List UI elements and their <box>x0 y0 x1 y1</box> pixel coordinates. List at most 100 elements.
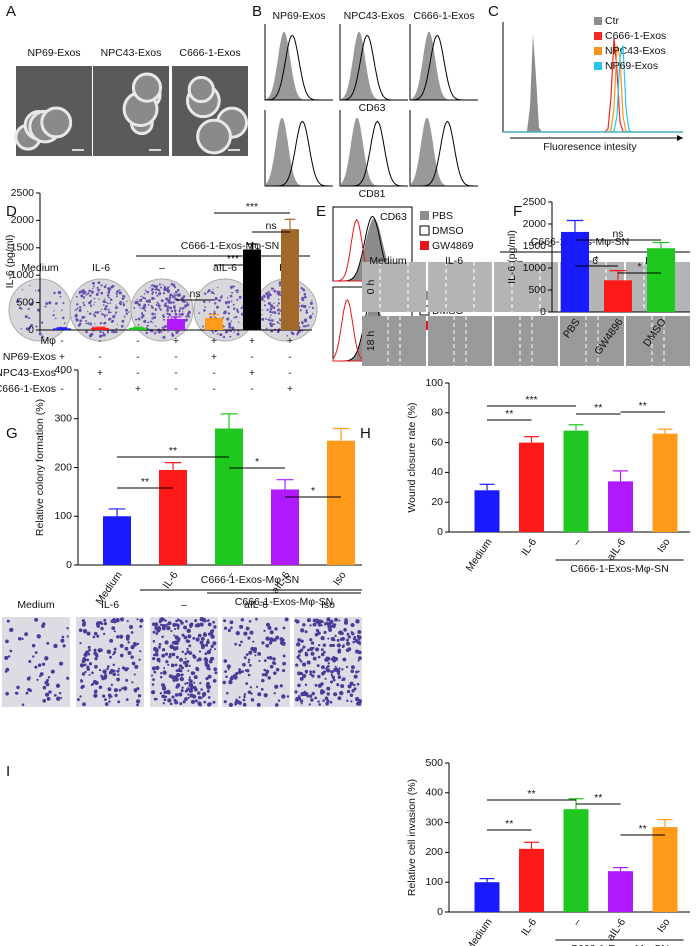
invaded-cell <box>235 698 238 701</box>
colony <box>278 309 281 312</box>
label: Mφ <box>40 335 56 347</box>
label: - <box>98 335 102 347</box>
colony <box>151 296 155 300</box>
colony <box>203 292 207 295</box>
bar <box>519 848 544 912</box>
colony <box>204 306 206 308</box>
label: ** <box>594 402 602 414</box>
colony <box>122 301 124 304</box>
invaded-cell <box>116 635 120 639</box>
colony <box>266 295 269 299</box>
colony <box>225 330 228 334</box>
invaded-cell <box>186 647 189 650</box>
invaded-cell <box>113 630 116 633</box>
invaded-cell <box>103 618 107 622</box>
legend-swatch <box>419 225 430 236</box>
colony <box>53 291 56 295</box>
colony <box>264 304 267 307</box>
label: - <box>174 351 178 363</box>
invaded-cell <box>294 690 298 694</box>
colony <box>99 322 103 325</box>
colony <box>110 311 112 314</box>
invaded-cell <box>156 626 162 631</box>
colony <box>170 301 173 304</box>
invaded-cell <box>353 674 358 679</box>
colony <box>172 301 175 304</box>
label: Fluoresence intesity <box>543 141 637 153</box>
label: 1000 <box>523 262 547 274</box>
label: 400 <box>425 787 443 799</box>
bar <box>167 319 185 330</box>
colony <box>149 287 151 289</box>
colony <box>52 314 55 317</box>
invaded-cell <box>161 635 164 639</box>
invaded-cell <box>206 685 211 690</box>
label: aIL-6 <box>605 536 629 563</box>
invaded-cell <box>133 673 136 676</box>
colony <box>230 320 233 322</box>
invaded-cell <box>112 672 117 677</box>
invaded-cell <box>177 668 182 673</box>
colony <box>74 314 78 318</box>
colony <box>18 306 22 310</box>
invaded-cell <box>245 653 249 657</box>
invaded-cell <box>350 631 353 634</box>
invaded-cell <box>115 618 120 623</box>
colony <box>219 333 223 337</box>
invaded-cell <box>87 653 91 656</box>
label: - <box>250 351 254 363</box>
invaded-cell <box>163 618 166 621</box>
colony <box>290 332 293 334</box>
colony <box>118 289 121 291</box>
colony <box>186 301 188 304</box>
invaded-cell <box>238 696 241 699</box>
colony <box>174 310 177 313</box>
colony <box>141 314 145 318</box>
invaded-cell <box>190 699 196 705</box>
label: + <box>135 383 141 395</box>
colony <box>271 311 274 314</box>
colony <box>162 292 166 295</box>
legend-swatch <box>594 47 602 55</box>
invaded-cell <box>176 672 181 678</box>
colony <box>121 319 125 323</box>
invaded-cell <box>330 670 334 674</box>
invaded-cell <box>249 686 252 689</box>
invaded-cell <box>223 659 228 663</box>
invaded-cell <box>166 690 171 695</box>
colony <box>214 296 218 301</box>
invaded-cell <box>206 689 210 693</box>
invaded-cell <box>329 619 334 624</box>
invaded-cell <box>314 683 318 687</box>
invaded-cell <box>317 700 320 703</box>
colony <box>300 298 303 301</box>
colony <box>276 304 279 307</box>
invaded-cell <box>86 667 90 671</box>
invaded-cell <box>152 639 156 643</box>
invaded-cell <box>119 653 124 658</box>
invaded-cell <box>80 679 83 682</box>
label: GW4869 <box>432 240 474 252</box>
invaded-cell <box>184 657 187 660</box>
invaded-cell <box>275 668 280 672</box>
colony <box>227 322 232 326</box>
invaded-cell <box>228 679 233 685</box>
label: 2500 <box>523 196 547 208</box>
invaded-cell <box>169 702 173 706</box>
colony <box>240 306 243 309</box>
colony <box>115 330 118 334</box>
invaded-cell <box>273 692 276 695</box>
invaded-cell <box>108 700 111 703</box>
label: C666-1-Exos <box>179 47 240 59</box>
invaded-cell <box>272 661 276 665</box>
invaded-cell <box>340 637 344 641</box>
invaded-cell <box>334 634 337 638</box>
colony <box>151 287 154 291</box>
colony <box>267 301 271 305</box>
invaded-cell <box>175 685 179 689</box>
invaded-cell <box>257 651 262 656</box>
invaded-cell <box>34 665 38 669</box>
invaded-cell <box>177 640 180 643</box>
colony <box>34 290 37 292</box>
label: – <box>181 599 187 611</box>
